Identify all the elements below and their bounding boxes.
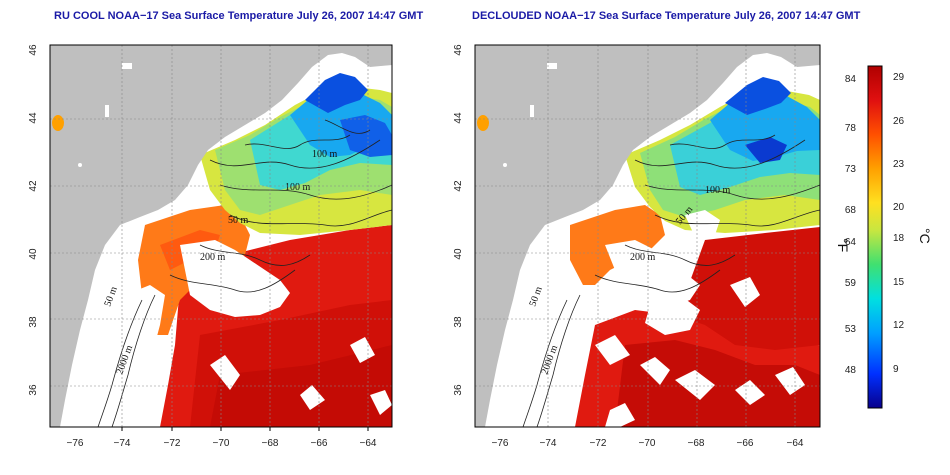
c-tick: 18 [893,233,905,244]
right-lat-tick: 38 [453,316,464,328]
fahrenheit-ticks: 84 78 73 68 64 59 53 48 [845,74,857,376]
celsius-unit-label: °C [917,228,933,244]
left-lon-tick: −72 [164,438,181,449]
right-lat-tick: 44 [453,112,464,124]
left-lat-tick: 44 [28,112,39,124]
left-lat-tick: 40 [28,248,39,260]
f-tick: 78 [845,123,857,134]
c-tick: 26 [893,116,905,127]
right-lon-tick: −72 [590,438,607,449]
f-tick: 73 [845,164,857,175]
left-map-title: RU COOL NOAA−17 Sea Surface Temperature … [54,10,424,22]
c-tick: 29 [893,72,905,83]
left-contour-label-100m-a: 100 m [312,149,338,160]
temperature-colorbar: 84 78 73 68 64 59 53 48 29 26 23 20 18 1… [835,65,933,409]
right-lat-tick: 46 [453,44,464,56]
fahrenheit-unit-label: °F [835,238,851,252]
left-contour-label-50m: 50 m [228,215,249,226]
f-tick: 68 [845,205,857,216]
c-tick: 20 [893,202,905,213]
left-lat-tick: 36 [28,384,39,396]
f-tick: 48 [845,365,857,376]
right-contour-label-200m: 200 m [630,252,656,263]
right-lon-tick: −68 [688,438,705,449]
right-lon-tick: −64 [787,438,804,449]
c-tick: 15 [893,277,905,288]
f-tick: 53 [845,324,857,335]
f-tick: 59 [845,278,857,289]
left-lon-tick: −68 [262,438,279,449]
left-longitude-axis: −76 −74 −72 −70 −68 −66 −64 [67,427,377,449]
c-tick: 12 [893,320,905,331]
right-lon-tick: −76 [492,438,509,449]
c-tick: 23 [893,159,905,170]
left-lon-tick: −70 [213,438,230,449]
left-lon-tick: −64 [360,438,377,449]
right-lon-tick: −74 [540,438,557,449]
celsius-ticks: 29 26 23 20 18 15 12 9 [893,72,905,375]
left-latitude-axis: 36 38 40 42 44 46 [28,44,39,396]
left-lat-tick: 46 [28,44,39,56]
f-tick: 84 [845,74,857,85]
left-lon-tick: −74 [114,438,131,449]
right-lat-tick: 36 [453,384,464,396]
left-lon-tick: −76 [67,438,84,449]
c-tick: 9 [893,364,899,375]
right-lon-tick: −70 [639,438,656,449]
right-longitude-axis: −76 −74 −72 −70 −68 −66 −64 [492,438,804,449]
left-map-panel: 100 m 100 m 50 m 200 m 50 m 2000 m [49,44,393,428]
left-contour-label-100m-b: 100 m [285,182,311,193]
left-lat-tick: 42 [28,180,39,192]
right-lon-tick: −66 [737,438,754,449]
right-contour-label-100m: 100 m [705,185,731,196]
left-lon-tick: −66 [311,438,328,449]
right-map-panel: 100 m 50 m 200 m 50 m 2000 m [474,44,821,428]
right-map-title: DECLOUDED NOAA−17 Sea Surface Temperatur… [472,10,861,22]
left-lat-tick: 38 [28,316,39,328]
right-lat-tick: 42 [453,180,464,192]
right-latitude-axis: 36 38 40 42 44 46 [453,44,464,396]
colorbar-gradient [867,65,883,409]
f-tick: 64 [845,237,857,248]
right-lat-tick: 40 [453,248,464,260]
left-contour-label-200m: 200 m [200,252,226,263]
